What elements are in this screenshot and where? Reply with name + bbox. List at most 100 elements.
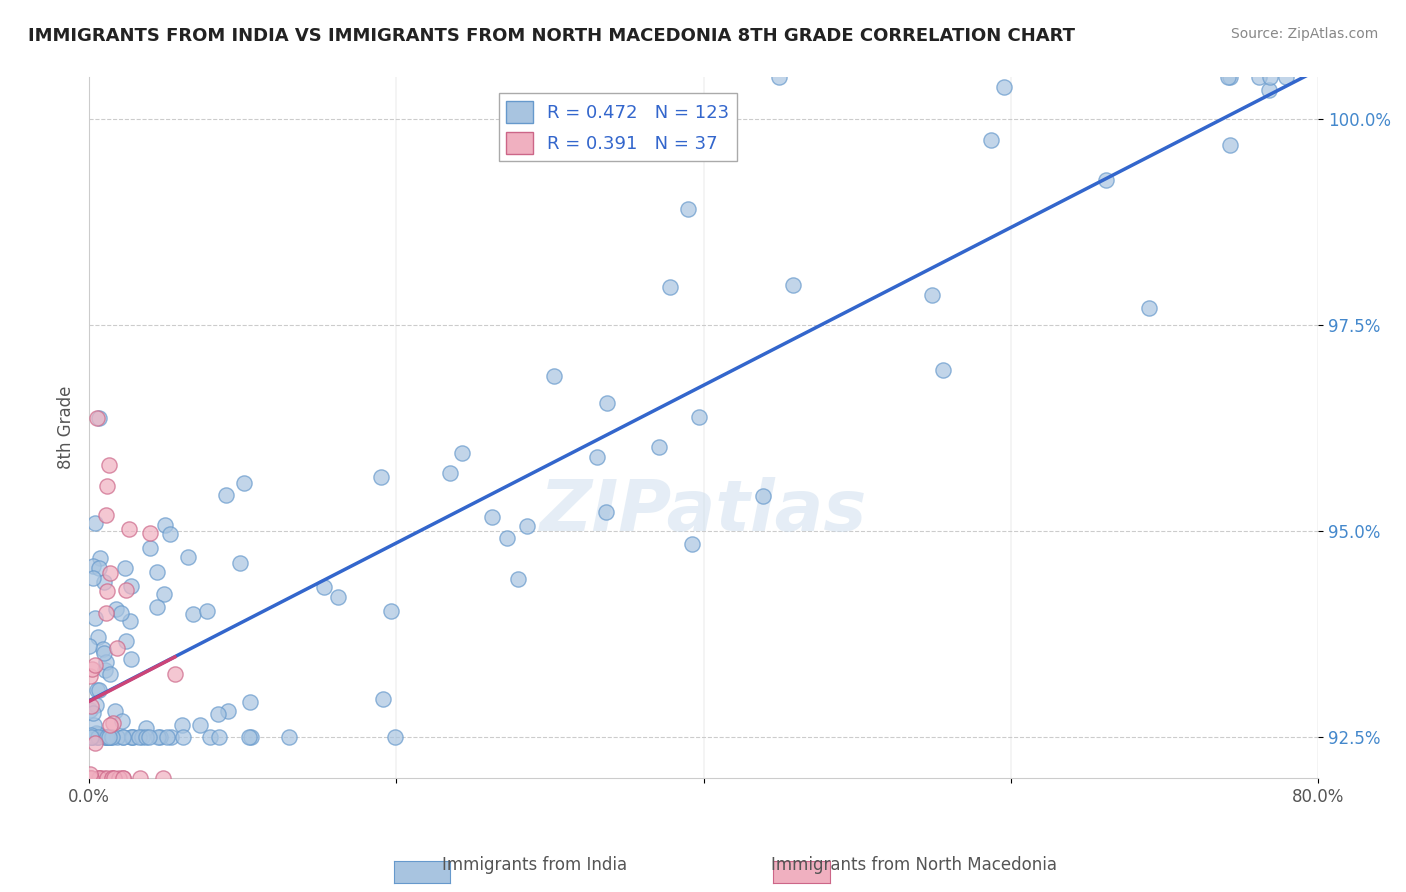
Immigrants from India xyxy=(104,602,127,616)
Immigrants from North Macedonia xyxy=(89,771,111,785)
Immigrants from India xyxy=(94,663,117,677)
Immigrants from India xyxy=(181,607,204,622)
Immigrants from India xyxy=(98,730,121,744)
Immigrants from North Macedonia xyxy=(80,771,103,785)
Immigrants from India xyxy=(89,561,111,575)
Immigrants from North Macedonia xyxy=(79,771,101,785)
Immigrants from India xyxy=(688,409,710,424)
Immigrants from India xyxy=(93,646,115,660)
Y-axis label: 8th Grade: 8th Grade xyxy=(58,386,75,469)
Immigrants from India xyxy=(94,730,117,744)
Immigrants from India xyxy=(80,730,103,744)
Immigrants from North Macedonia xyxy=(89,771,111,785)
Immigrants from North Macedonia xyxy=(79,669,101,683)
Immigrants from India xyxy=(648,440,671,454)
Immigrants from North Macedonia xyxy=(108,771,131,785)
Immigrants from India xyxy=(86,730,108,744)
Immigrants from India xyxy=(595,505,617,519)
Immigrants from India xyxy=(135,721,157,735)
Immigrants from India xyxy=(370,470,392,484)
Immigrants from India xyxy=(112,730,135,744)
Immigrants from North Macedonia xyxy=(96,478,118,492)
Immigrants from India xyxy=(1216,70,1239,85)
Immigrants from India xyxy=(380,604,402,618)
Immigrants from India xyxy=(79,703,101,717)
Immigrants from India xyxy=(1219,70,1241,85)
Immigrants from India xyxy=(152,586,174,600)
Immigrants from India xyxy=(238,730,260,744)
Immigrants from India xyxy=(496,531,519,545)
Immigrants from India xyxy=(83,718,105,732)
Immigrants from India xyxy=(80,730,103,744)
Immigrants from India xyxy=(79,728,101,742)
Immigrants from India xyxy=(751,489,773,503)
Immigrants from India xyxy=(1247,70,1270,85)
Immigrants from India xyxy=(94,730,117,744)
Immigrants from India xyxy=(131,730,153,744)
Immigrants from India xyxy=(198,730,221,744)
Immigrants from India xyxy=(980,133,1002,147)
Immigrants from North Macedonia xyxy=(84,658,107,673)
Immigrants from India xyxy=(91,642,114,657)
Immigrants from India xyxy=(384,730,406,744)
Immigrants from North Macedonia xyxy=(103,716,125,731)
Immigrants from North Macedonia xyxy=(80,771,103,785)
Immigrants from North Macedonia xyxy=(80,699,103,714)
Immigrants from India xyxy=(135,730,157,744)
Immigrants from North Macedonia xyxy=(111,771,134,785)
Immigrants from India xyxy=(121,730,143,744)
Immigrants from North Macedonia xyxy=(83,736,105,750)
Immigrants from India xyxy=(87,727,110,741)
Immigrants from North Macedonia xyxy=(79,766,101,780)
Immigrants from North Macedonia xyxy=(94,606,117,620)
Immigrants from North Macedonia xyxy=(111,771,134,785)
Immigrants from North Macedonia xyxy=(118,522,141,536)
Immigrants from India xyxy=(160,730,183,744)
Text: Immigrants from North Macedonia: Immigrants from North Macedonia xyxy=(770,856,1057,874)
Immigrants from North Macedonia xyxy=(94,508,117,522)
Immigrants from India xyxy=(98,730,121,744)
Immigrants from India xyxy=(170,717,193,731)
Immigrants from India xyxy=(1275,70,1298,85)
Immigrants from India xyxy=(80,730,103,744)
Immigrants from India xyxy=(100,730,122,744)
Immigrants from India xyxy=(1257,83,1279,97)
Immigrants from India xyxy=(139,541,162,555)
Immigrants from India xyxy=(111,730,134,744)
Legend: R = 0.472   N = 123, R = 0.391   N = 37: R = 0.472 N = 123, R = 0.391 N = 37 xyxy=(499,94,737,161)
Immigrants from India xyxy=(208,730,231,744)
Immigrants from India xyxy=(94,730,117,744)
Immigrants from India xyxy=(98,666,121,681)
Immigrants from North Macedonia xyxy=(101,771,124,785)
Immigrants from India xyxy=(659,280,682,294)
Immigrants from India xyxy=(104,704,127,718)
Immigrants from India xyxy=(121,730,143,744)
Immigrants from India xyxy=(82,559,104,574)
Immigrants from India xyxy=(93,575,115,590)
Immigrants from North Macedonia xyxy=(98,717,121,731)
Immigrants from India xyxy=(155,518,177,533)
Text: IMMIGRANTS FROM INDIA VS IMMIGRANTS FROM NORTH MACEDONIA 8TH GRADE CORRELATION C: IMMIGRANTS FROM INDIA VS IMMIGRANTS FROM… xyxy=(28,27,1076,45)
Immigrants from North Macedonia xyxy=(82,662,104,676)
Immigrants from India xyxy=(543,368,565,383)
Immigrants from India xyxy=(233,475,256,490)
Immigrants from India xyxy=(439,466,461,480)
Immigrants from India xyxy=(159,527,181,541)
Immigrants from North Macedonia xyxy=(87,771,110,785)
Immigrants from India xyxy=(217,704,239,718)
Immigrants from India xyxy=(105,730,128,744)
Immigrants from India xyxy=(82,706,104,721)
Immigrants from India xyxy=(84,698,107,713)
Immigrants from India xyxy=(84,726,107,740)
Immigrants from India xyxy=(86,683,108,698)
Immigrants from North Macedonia xyxy=(129,771,152,785)
Immigrants from India xyxy=(146,730,169,744)
Text: Source: ZipAtlas.com: Source: ZipAtlas.com xyxy=(1230,27,1378,41)
Immigrants from India xyxy=(89,410,111,425)
Immigrants from India xyxy=(146,565,169,579)
Immigrants from India xyxy=(111,714,134,728)
Immigrants from India xyxy=(1260,70,1282,85)
Immigrants from India xyxy=(586,450,609,464)
Immigrants from India xyxy=(450,446,472,460)
Immigrants from India xyxy=(239,695,262,709)
